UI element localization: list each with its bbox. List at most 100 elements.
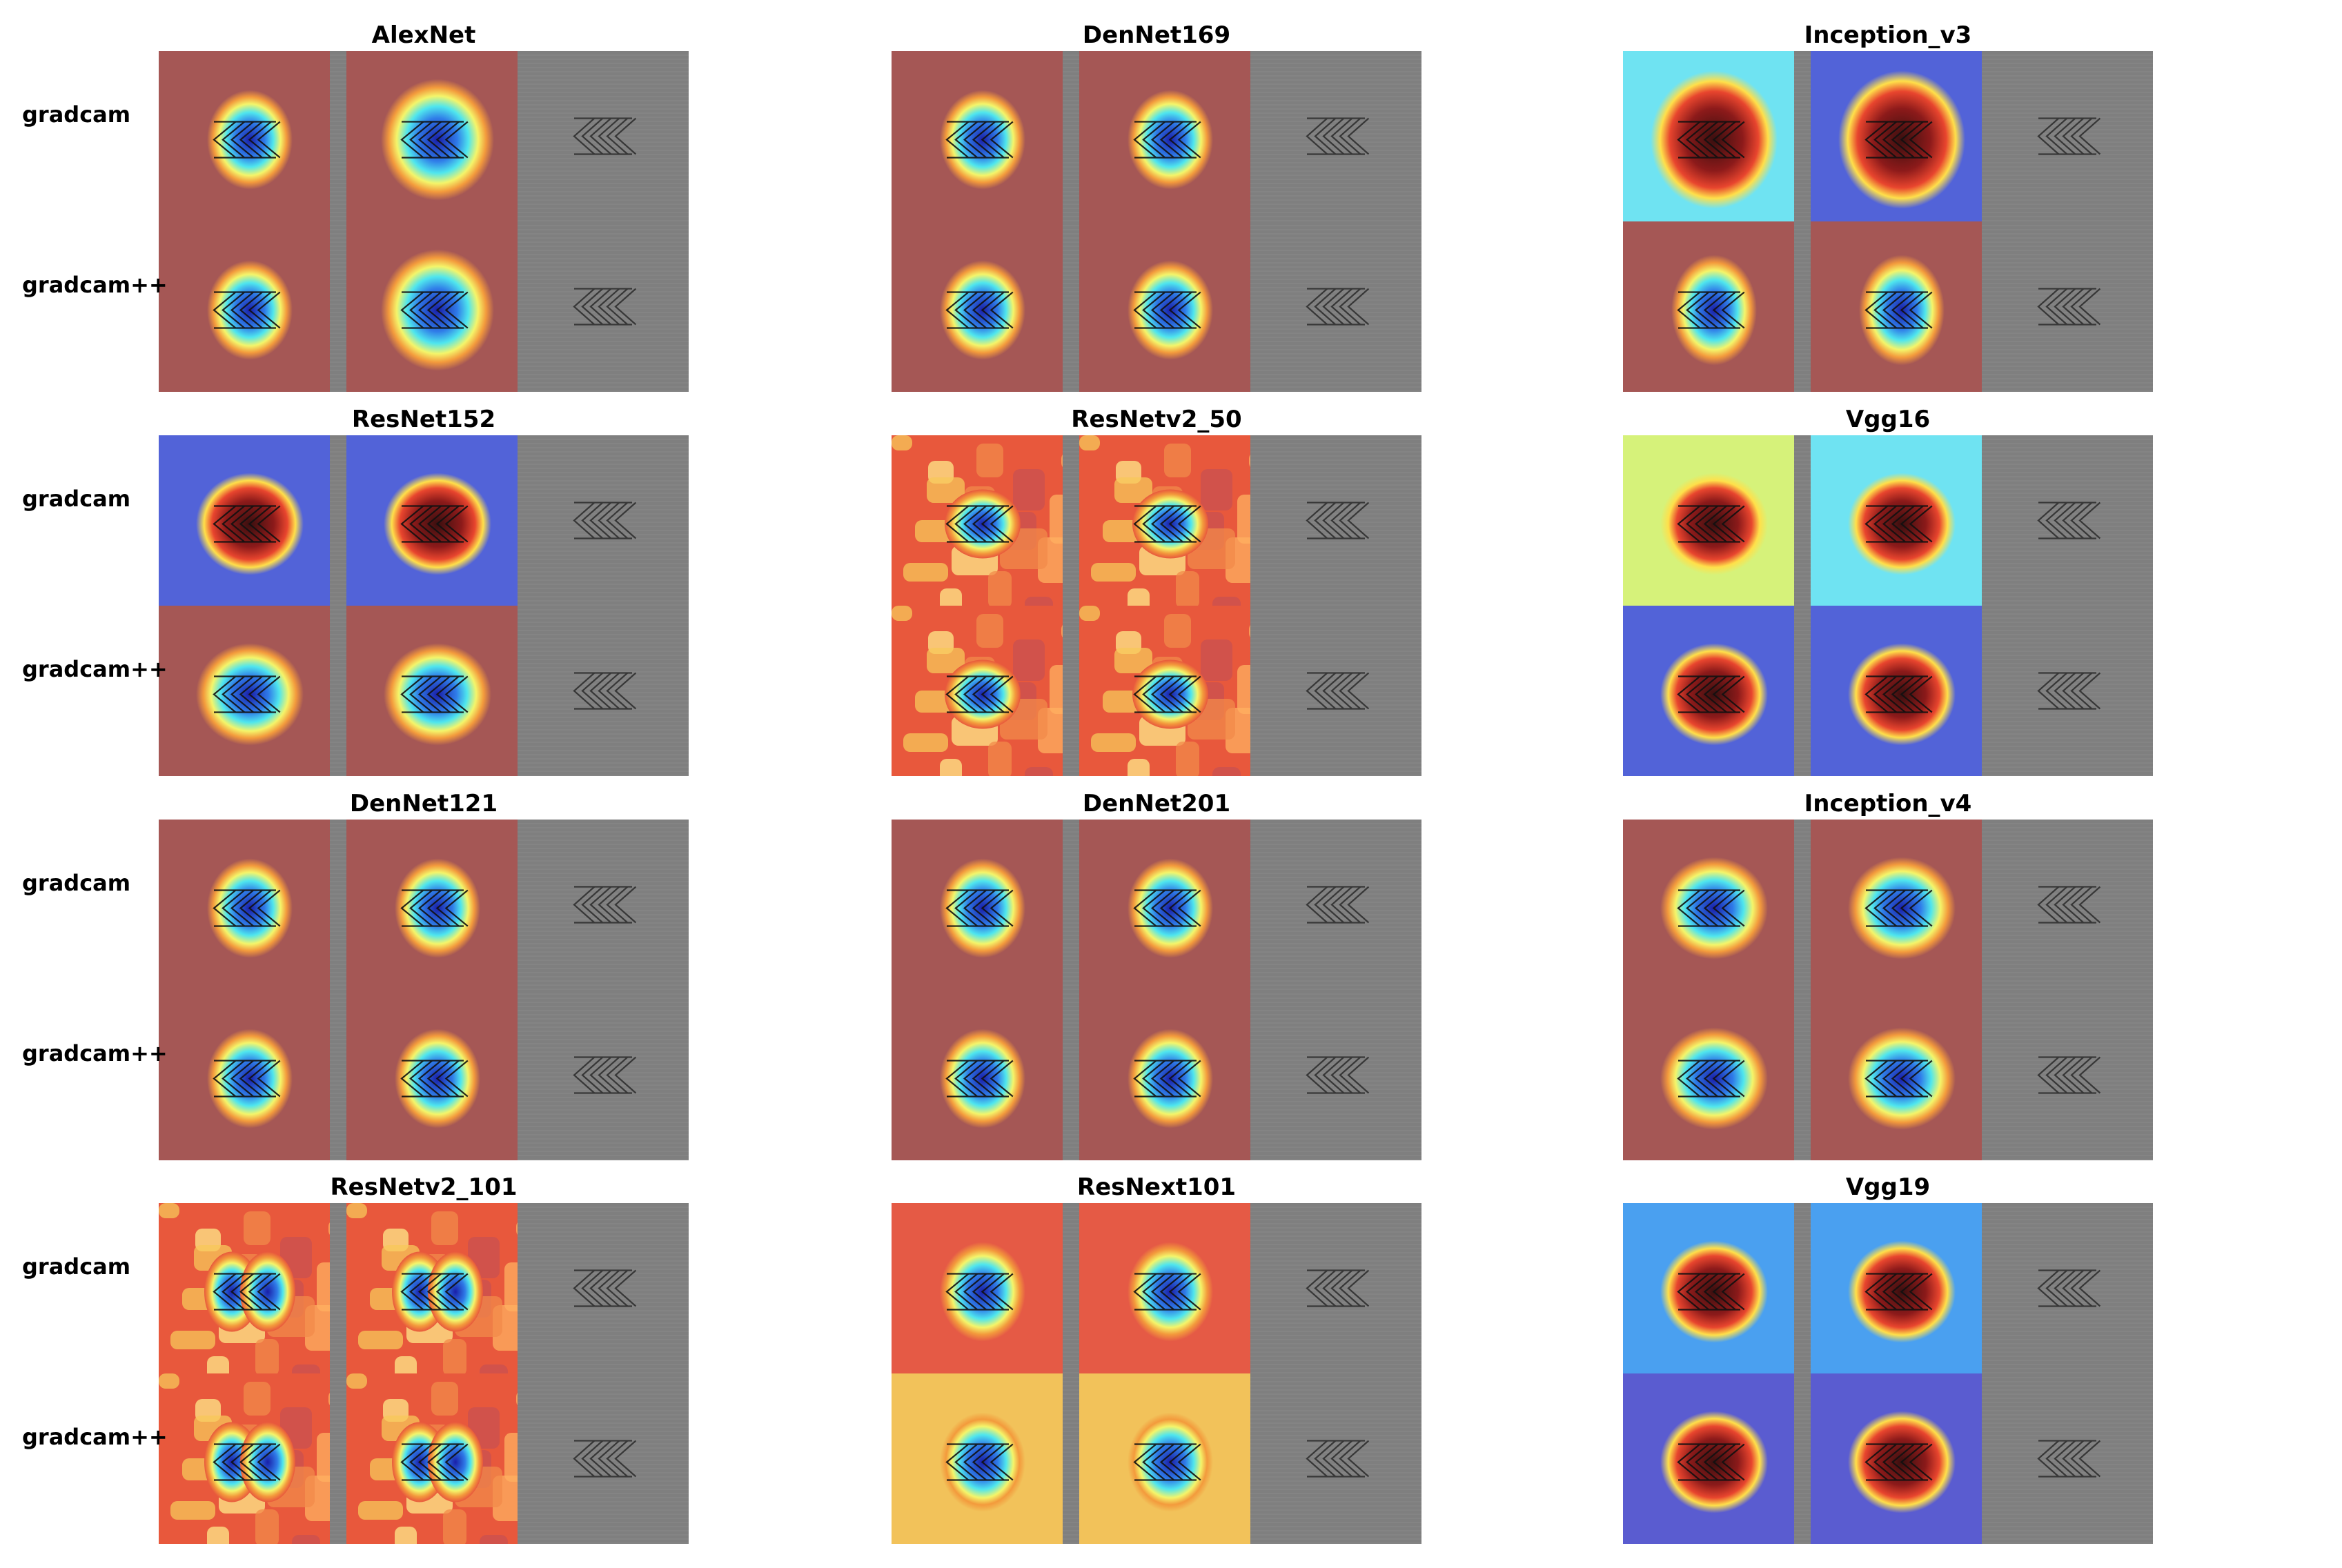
guided-backprop-image bbox=[1982, 606, 2153, 776]
cam-heatmap-image bbox=[159, 221, 330, 392]
panel-title: AlexNet bbox=[371, 21, 476, 49]
cam-heatmap-image bbox=[159, 1373, 330, 1544]
guided-backprop-image bbox=[1250, 1373, 1421, 1544]
panel-title: ResNetv2_101 bbox=[330, 1173, 518, 1201]
cam-heatmap-image bbox=[1811, 1373, 1982, 1544]
cam-heatmap-image bbox=[1079, 221, 1250, 392]
row-label-gradcam-plus-plus: gradcam++ bbox=[22, 271, 168, 298]
cam-heatmap-image bbox=[159, 820, 330, 990]
panel-title: Inception_v3 bbox=[1804, 21, 1972, 49]
cam-heatmap-image bbox=[346, 1373, 518, 1544]
model-panel: ResNetv2_50 bbox=[892, 404, 1421, 776]
model-panel: Vgg19 bbox=[1623, 1171, 2153, 1544]
guided-backprop-image bbox=[518, 221, 689, 392]
cam-heatmap-image bbox=[1811, 51, 1982, 221]
cam-heatmap-image bbox=[1079, 820, 1250, 990]
panel-title: ResNext101 bbox=[1076, 1173, 1237, 1201]
cam-heatmap-image bbox=[346, 990, 518, 1160]
guided-backprop-image bbox=[1982, 1203, 2153, 1373]
guided-backprop-image bbox=[1250, 51, 1421, 221]
cam-heatmap-image bbox=[1079, 990, 1250, 1160]
row-label-gradcam: gradcam bbox=[22, 101, 131, 128]
cam-heatmap-image bbox=[346, 221, 518, 392]
cam-heatmap-image bbox=[346, 820, 518, 990]
panel-title: DenNet201 bbox=[1082, 790, 1231, 817]
cam-heatmap-image bbox=[892, 221, 1063, 392]
cam-heatmap-image bbox=[159, 606, 330, 776]
model-panel: ResNetv2_101 bbox=[159, 1171, 689, 1544]
model-panel: ResNext101 bbox=[892, 1171, 1421, 1544]
row-label-gradcam-plus-plus: gradcam++ bbox=[22, 1040, 168, 1066]
panel-title: Vgg16 bbox=[1845, 406, 1931, 433]
guided-backprop-image bbox=[1982, 1373, 2153, 1544]
cam-heatmap-image bbox=[1811, 606, 1982, 776]
cam-heatmap-image bbox=[1079, 1203, 1250, 1373]
model-panel: Vgg16 bbox=[1623, 404, 2153, 776]
panel-title: Vgg19 bbox=[1845, 1173, 1931, 1201]
cam-heatmap-image bbox=[346, 435, 518, 606]
guided-backprop-image bbox=[1250, 1203, 1421, 1373]
model-panel: DenNet201 bbox=[892, 788, 1421, 1160]
cam-heatmap-image bbox=[159, 990, 330, 1160]
model-panel: DenNet121 bbox=[159, 788, 689, 1160]
cam-heatmap-image bbox=[346, 606, 518, 776]
guided-backprop-image bbox=[1250, 606, 1421, 776]
row-label-gradcam: gradcam bbox=[22, 869, 131, 896]
cam-heatmap-image bbox=[346, 51, 518, 221]
panel-title: DenNet169 bbox=[1082, 21, 1231, 49]
row-label-gradcam: gradcam bbox=[22, 1253, 131, 1280]
guided-backprop-image bbox=[518, 51, 689, 221]
cam-heatmap-image bbox=[892, 990, 1063, 1160]
cam-heatmap-image bbox=[1811, 221, 1982, 392]
guided-backprop-image bbox=[1250, 820, 1421, 990]
model-panel: Inception_v4 bbox=[1623, 788, 2153, 1160]
cam-heatmap-image bbox=[1623, 51, 1794, 221]
panel-title: ResNet152 bbox=[351, 406, 496, 433]
guided-backprop-image bbox=[1982, 820, 2153, 990]
cam-heatmap-image bbox=[892, 820, 1063, 990]
cam-heatmap-image bbox=[159, 1203, 330, 1373]
guided-backprop-image bbox=[518, 606, 689, 776]
cam-heatmap-image bbox=[1623, 820, 1794, 990]
guided-backprop-image bbox=[1982, 435, 2153, 606]
cam-heatmap-image bbox=[892, 51, 1063, 221]
row-label-gradcam-plus-plus: gradcam++ bbox=[22, 655, 168, 682]
cam-heatmap-image bbox=[159, 51, 330, 221]
guided-backprop-image bbox=[1982, 221, 2153, 392]
cam-heatmap-image bbox=[1811, 1203, 1982, 1373]
model-panel: DenNet169 bbox=[892, 19, 1421, 392]
cam-heatmap-image bbox=[1623, 990, 1794, 1160]
cam-heatmap-image bbox=[1079, 1373, 1250, 1544]
cam-heatmap-image bbox=[1079, 51, 1250, 221]
cam-heatmap-image bbox=[1079, 606, 1250, 776]
row-label-gradcam-plus-plus: gradcam++ bbox=[22, 1423, 168, 1450]
cam-heatmap-image bbox=[159, 435, 330, 606]
cam-heatmap-image bbox=[1811, 820, 1982, 990]
guided-backprop-image bbox=[1250, 990, 1421, 1160]
guided-backprop-image bbox=[518, 435, 689, 606]
cam-heatmap-image bbox=[1623, 1203, 1794, 1373]
guided-backprop-image bbox=[518, 820, 689, 990]
cam-heatmap-image bbox=[1079, 435, 1250, 606]
cam-heatmap-image bbox=[892, 1203, 1063, 1373]
panel-title: ResNetv2_50 bbox=[1071, 406, 1242, 433]
guided-backprop-image bbox=[1982, 51, 2153, 221]
guided-backprop-image bbox=[518, 1373, 689, 1544]
cam-heatmap-image bbox=[892, 435, 1063, 606]
cam-heatmap-image bbox=[892, 1373, 1063, 1544]
panel-title: Inception_v4 bbox=[1804, 790, 1972, 817]
guided-backprop-image bbox=[1250, 221, 1421, 392]
guided-backprop-image bbox=[518, 990, 689, 1160]
cam-heatmap-image bbox=[1811, 990, 1982, 1160]
cam-heatmap-image bbox=[892, 606, 1063, 776]
cam-heatmap-image bbox=[1811, 435, 1982, 606]
guided-backprop-image bbox=[1250, 435, 1421, 606]
guided-backprop-image bbox=[1982, 990, 2153, 1160]
cam-heatmap-image bbox=[1623, 1373, 1794, 1544]
cam-heatmap-image bbox=[346, 1203, 518, 1373]
model-panel: ResNet152 bbox=[159, 404, 689, 776]
guided-backprop-image bbox=[518, 1203, 689, 1373]
panel-title: DenNet121 bbox=[349, 790, 498, 817]
model-panel: AlexNet bbox=[159, 19, 689, 392]
